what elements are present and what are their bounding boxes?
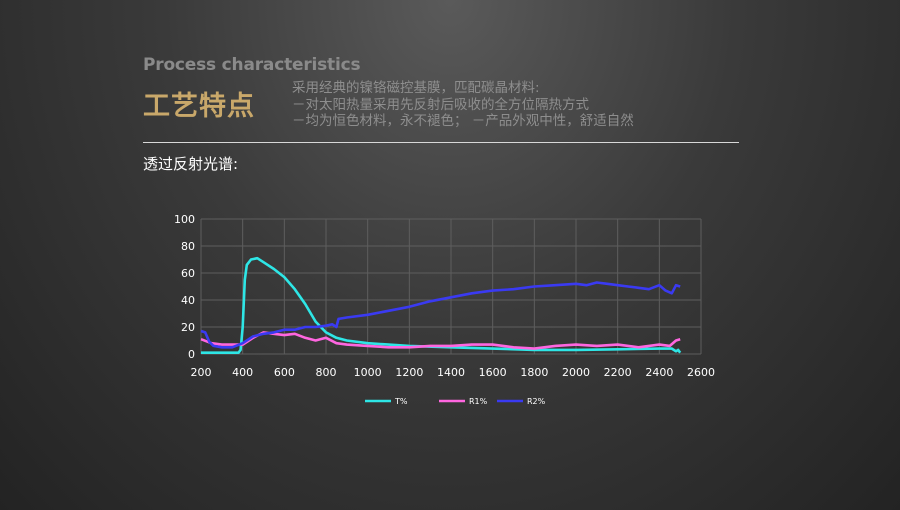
x-tick-label: 2000	[562, 366, 590, 379]
legend-label: T%	[394, 397, 408, 406]
x-tick-label: 1800	[520, 366, 548, 379]
series-line	[200, 281, 681, 349]
y-tick-label: 20	[181, 321, 195, 334]
x-tick-label: 1400	[437, 366, 465, 379]
description-line: 采用经典的镍铬磁控基膜，匹配碳晶材料:	[292, 80, 540, 96]
x-tick-label: 1600	[479, 366, 507, 379]
description-line: －对太阳热量采用先反射后吸收的全方位隔热方式	[292, 96, 589, 113]
series-line	[200, 331, 681, 350]
x-tick-label: 400	[232, 366, 253, 379]
section-subtitle-en: Process characteristics	[143, 55, 361, 75]
legend-label: R1%	[469, 397, 488, 406]
y-tick-label: 60	[181, 267, 195, 280]
x-tick-label: 1200	[395, 366, 423, 379]
section-label: 透过反射光谱:	[143, 155, 239, 173]
y-tick-label: 80	[181, 240, 195, 253]
x-tick-label: 1000	[354, 366, 382, 379]
x-tick-label: 2400	[645, 366, 673, 379]
x-tick-label: 2600	[687, 366, 715, 379]
y-tick-label: 100	[174, 213, 195, 226]
x-tick-label: 800	[316, 366, 337, 379]
description-line: －均为恒色材料，永不褪色； －产品外观中性，舒适自然	[292, 113, 634, 129]
header-divider	[143, 142, 739, 143]
y-tick-label: 40	[181, 294, 195, 307]
description-block: 采用经典的镍铬磁控基膜，匹配碳晶材料: －对太阳热量采用先反射后吸收的全方位隔热…	[292, 80, 742, 130]
spectrum-chart: 0 20 40 60 80 100 200 400 600 800 1000 1200 1400 1600…	[174, 213, 715, 406]
series-line	[201, 256, 682, 354]
y-tick-label: 0	[188, 348, 195, 361]
x-tick-label: 600	[274, 366, 295, 379]
x-tick-label: 2200	[604, 366, 632, 379]
x-tick-label: 200	[191, 366, 212, 379]
legend-label: R2%	[527, 397, 546, 406]
page-title: 工艺特点	[143, 91, 255, 122]
